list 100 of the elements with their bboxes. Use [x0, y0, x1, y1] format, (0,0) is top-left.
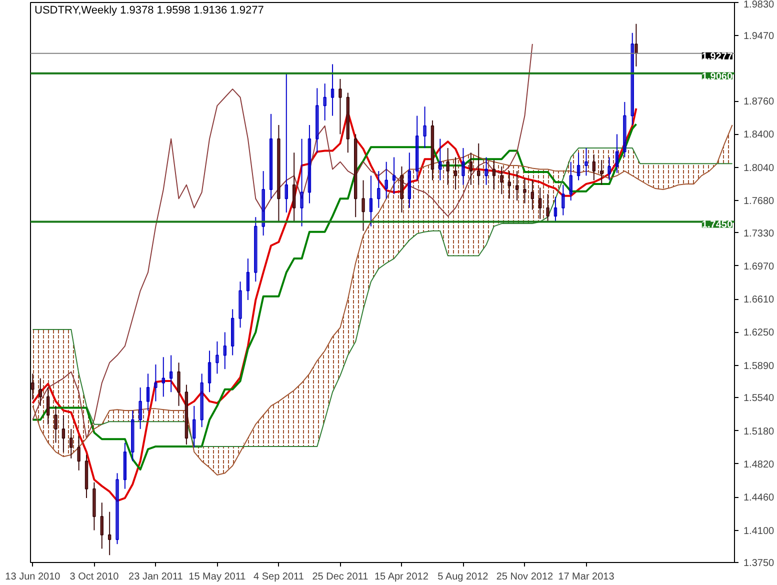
- candlestick: [169, 354, 173, 393]
- candlestick: [123, 442, 127, 490]
- y-tick-label: 1.8400: [744, 130, 775, 141]
- candlestick: [192, 405, 196, 448]
- x-tick-label: 3 Oct 2010: [70, 572, 120, 582]
- x-tick-label: 15 May 2011: [188, 572, 246, 582]
- candlestick: [154, 364, 158, 402]
- candlestick: [408, 152, 412, 208]
- candlestick: [238, 281, 242, 328]
- candlestick: [308, 124, 312, 204]
- candlestick: [508, 170, 511, 200]
- candlestick: [477, 142, 480, 186]
- y-tick-label: 1.7680: [744, 196, 775, 208]
- y-tick-label: 1.9830: [744, 0, 775, 10]
- candlestick: [592, 154, 596, 181]
- candlestick: [292, 152, 296, 222]
- x-tick-label: 4 Sep 2011: [254, 572, 304, 582]
- candlestick: [246, 258, 250, 300]
- y-tick-label: 1.7330: [744, 228, 775, 240]
- y-tick-label: 1.8760: [744, 96, 775, 108]
- y-tick-label: 1.5180: [744, 426, 775, 438]
- candlestick: [623, 101, 626, 158]
- candlestick: [462, 148, 465, 186]
- candlestick: [300, 138, 304, 227]
- y-tick-label: 1.4100: [744, 526, 775, 537]
- candlestick: [31, 373, 34, 400]
- candlestick: [523, 178, 526, 204]
- y-tick-label: 1.3750: [744, 558, 775, 569]
- candlestick: [323, 83, 326, 121]
- candlestick: [46, 387, 50, 425]
- y-tick-label: 1.8040: [744, 162, 775, 174]
- candlestick: [423, 106, 426, 149]
- candlestick: [38, 378, 42, 406]
- candlestick: [162, 356, 165, 398]
- candlestick: [492, 160, 496, 190]
- candlestick: [615, 134, 619, 174]
- candlestick: [131, 410, 134, 462]
- candlestick: [634, 23, 638, 67]
- candlestick: [546, 194, 550, 222]
- candlestick: [362, 180, 365, 232]
- candlestick: [254, 216, 258, 282]
- candlestick: [600, 160, 604, 186]
- ref-line-label: 1.9277: [702, 51, 733, 62]
- candlestick: [538, 187, 542, 220]
- line-series: [32, 43, 533, 439]
- candlestick: [562, 184, 565, 216]
- candlestick: [316, 88, 319, 154]
- y-tick-label: 1.5540: [744, 393, 775, 404]
- candlestick: [630, 32, 634, 126]
- candlestick: [77, 436, 80, 471]
- candlestick: [454, 156, 458, 190]
- candlestick: [469, 152, 473, 186]
- y-tick-label: 1.6250: [744, 328, 775, 339]
- candlestick: [216, 340, 219, 374]
- candlestick: [338, 78, 342, 135]
- ref-line-label: 1.9060: [702, 71, 733, 82]
- x-tick-label: 23 Jan 2011: [128, 572, 184, 582]
- candlestick: [515, 170, 519, 202]
- candlestick: [392, 156, 396, 195]
- x-tick-label: 17 Mar 2013: [558, 572, 615, 582]
- candlestick: [576, 152, 580, 181]
- candlestick: [369, 175, 373, 227]
- candlestick: [54, 405, 58, 444]
- candlestick: [500, 166, 504, 195]
- candlestick: [177, 362, 180, 406]
- candlestick: [269, 113, 273, 200]
- candlestick: [70, 428, 73, 459]
- x-tick-label: 5 Aug 2012: [438, 572, 489, 582]
- candlestick: [284, 72, 288, 213]
- x-tick-label: 13 Jun 2010: [5, 572, 61, 582]
- y-tick-label: 1.4460: [744, 492, 775, 504]
- candlestick: [377, 170, 380, 208]
- candlestick: [262, 170, 265, 236]
- candlestick: [330, 64, 334, 116]
- candlestick: [384, 161, 388, 200]
- candlestick: [438, 138, 442, 181]
- candlestick: [108, 511, 112, 556]
- x-tick-label: 25 Nov 2012: [496, 572, 554, 582]
- candlestick: [62, 414, 66, 452]
- x-tick-label: 25 Dec 2011: [312, 572, 369, 582]
- y-tick-label: 1.5890: [744, 360, 775, 372]
- candlestick: [484, 156, 488, 186]
- ref-line-label: 1.7450: [702, 220, 733, 231]
- x-tick-label: 15 Apr 2012: [374, 572, 429, 582]
- candlestick: [530, 180, 534, 210]
- candlestick: [223, 332, 226, 370]
- candlestick: [554, 196, 558, 222]
- candlestick: [416, 115, 419, 181]
- candlestick: [400, 166, 404, 213]
- candlestick: [608, 156, 611, 181]
- candlestick: [100, 502, 104, 550]
- candlestick: [584, 148, 588, 176]
- y-tick-label: 1.6970: [744, 261, 775, 272]
- y-tick-label: 1.4820: [744, 459, 775, 470]
- candlestick: [138, 387, 142, 430]
- candlestick: [208, 350, 212, 393]
- candlestick: [200, 373, 204, 428]
- chart-title: USDTRY,Weekly 1.9378 1.9598 1.9136 1.9277: [34, 4, 264, 16]
- y-tick-label: 1.6610: [744, 294, 775, 306]
- candlestick: [230, 308, 234, 356]
